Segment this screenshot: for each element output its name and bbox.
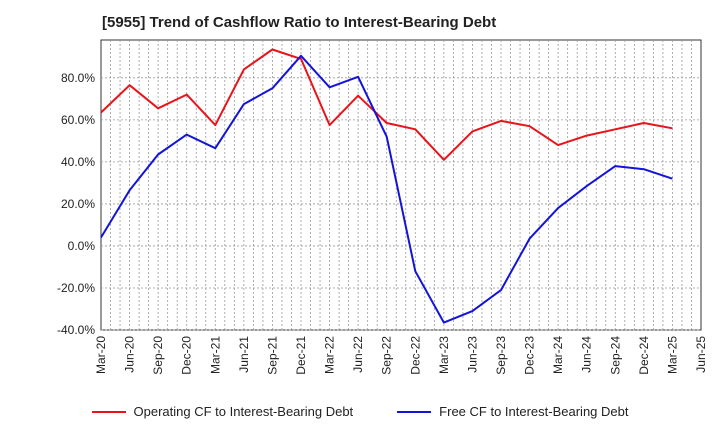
y-tick-label: 40.0% xyxy=(61,155,95,169)
x-tick-label: Mar-22 xyxy=(323,336,337,374)
y-tick-label: 60.0% xyxy=(61,113,95,127)
x-tick-label: Sep-20 xyxy=(151,336,165,375)
y-tick-label: -40.0% xyxy=(57,323,95,337)
legend-label-free-cf: Free CF to Interest-Bearing Debt xyxy=(439,404,629,419)
x-tick-label: Mar-24 xyxy=(551,336,565,374)
x-tick-label: Mar-20 xyxy=(94,336,108,374)
x-tick-label: Sep-22 xyxy=(380,336,394,375)
x-tick-label: Dec-22 xyxy=(408,336,422,375)
series-line-operating-cf xyxy=(100,48,673,161)
x-tick-label: Sep-21 xyxy=(265,336,279,375)
y-tick-label: 0.0% xyxy=(68,239,96,253)
line-chart: 80.0%60.0%40.0%20.0%0.0%-20.0%-40.0%Mar-… xyxy=(57,39,708,375)
plot-area xyxy=(100,39,702,331)
legend-item-operating-cf: Operating CF to Interest-Bearing Debt xyxy=(91,404,354,419)
legend: Operating CF to Interest-Bearing Debt Fr… xyxy=(0,404,720,419)
y-tick-label: 80.0% xyxy=(61,71,95,85)
x-tick-label: Mar-25 xyxy=(665,336,679,374)
legend-swatch-operating-cf xyxy=(91,410,126,413)
x-tick-label: Sep-23 xyxy=(494,336,508,375)
legend-item-free-cf: Free CF to Interest-Bearing Debt xyxy=(397,404,628,419)
x-tick-label: Sep-24 xyxy=(608,336,622,375)
x-tick-label: Dec-21 xyxy=(294,336,308,375)
x-tick-label: Jun-25 xyxy=(694,336,708,373)
y-tick-label: 20.0% xyxy=(61,197,95,211)
x-tick-label: Jun-24 xyxy=(580,336,594,373)
series-line-free-cf xyxy=(100,54,673,324)
chart-title: [5955] Trend of Cashflow Ratio to Intere… xyxy=(102,14,497,31)
x-tick-label: Dec-23 xyxy=(523,336,537,375)
x-tick-label: Dec-24 xyxy=(637,336,651,375)
x-tick-label: Jun-20 xyxy=(123,336,137,373)
x-tick-label: Jun-22 xyxy=(351,336,365,373)
legend-swatch-free-cf xyxy=(397,410,432,413)
x-tick-label: Jun-23 xyxy=(465,336,479,373)
x-tick-label: Dec-20 xyxy=(180,336,194,375)
y-tick-label: -20.0% xyxy=(57,281,95,295)
x-tick-label: Mar-23 xyxy=(437,336,451,374)
legend-label-operating-cf: Operating CF to Interest-Bearing Debt xyxy=(133,404,354,419)
x-tick-label: Jun-21 xyxy=(237,336,251,373)
x-tick-label: Mar-21 xyxy=(208,336,222,374)
